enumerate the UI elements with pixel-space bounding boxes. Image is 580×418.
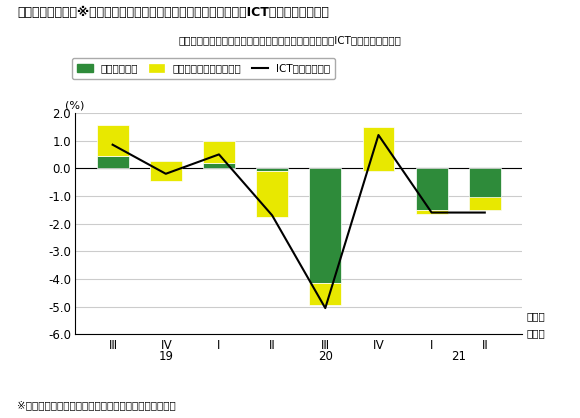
Bar: [309, 283, 341, 305]
Bar: [150, 161, 182, 181]
Bar: [256, 171, 288, 217]
Bar: [362, 127, 394, 171]
Bar: [416, 168, 448, 210]
Bar: [256, 168, 288, 171]
Bar: [416, 210, 448, 214]
Bar: [150, 161, 182, 168]
Legend: 電子計算機等, 通信機（除く携帯電話）, ICT関連設備投資: 電子計算機等, 通信機（除く携帯電話）, ICT関連設備投資: [72, 58, 335, 79]
Bar: [469, 197, 501, 210]
Text: 機械受注（民需、除く船舶・電力・携帯電話）に占めるICT関連機種の寄与度: 機械受注（民需、除く船舶・電力・携帯電話）に占めるICT関連機種の寄与度: [179, 36, 401, 46]
Text: 21: 21: [451, 349, 466, 363]
Bar: [362, 168, 394, 171]
Text: （年）: （年）: [526, 328, 545, 338]
Text: 図表７　設備投資※（民需、除く船舶・電力・携帯電話）に占めるICT関連機種の寄与度: 図表７ 設備投資※（民需、除く船舶・電力・携帯電話）に占めるICT関連機種の寄与…: [17, 6, 329, 19]
Bar: [203, 163, 235, 168]
Text: (%): (%): [65, 101, 84, 111]
Bar: [203, 140, 235, 163]
Bar: [309, 168, 341, 283]
Text: （期）: （期）: [526, 311, 545, 321]
Text: 19: 19: [158, 349, 173, 363]
Bar: [469, 168, 501, 210]
Text: ※ここでいう設備投資は機械受注統計で代用している。: ※ここでいう設備投資は機械受注統計で代用している。: [17, 400, 176, 410]
Bar: [97, 156, 129, 168]
Text: 20: 20: [318, 349, 333, 363]
Bar: [97, 125, 129, 156]
